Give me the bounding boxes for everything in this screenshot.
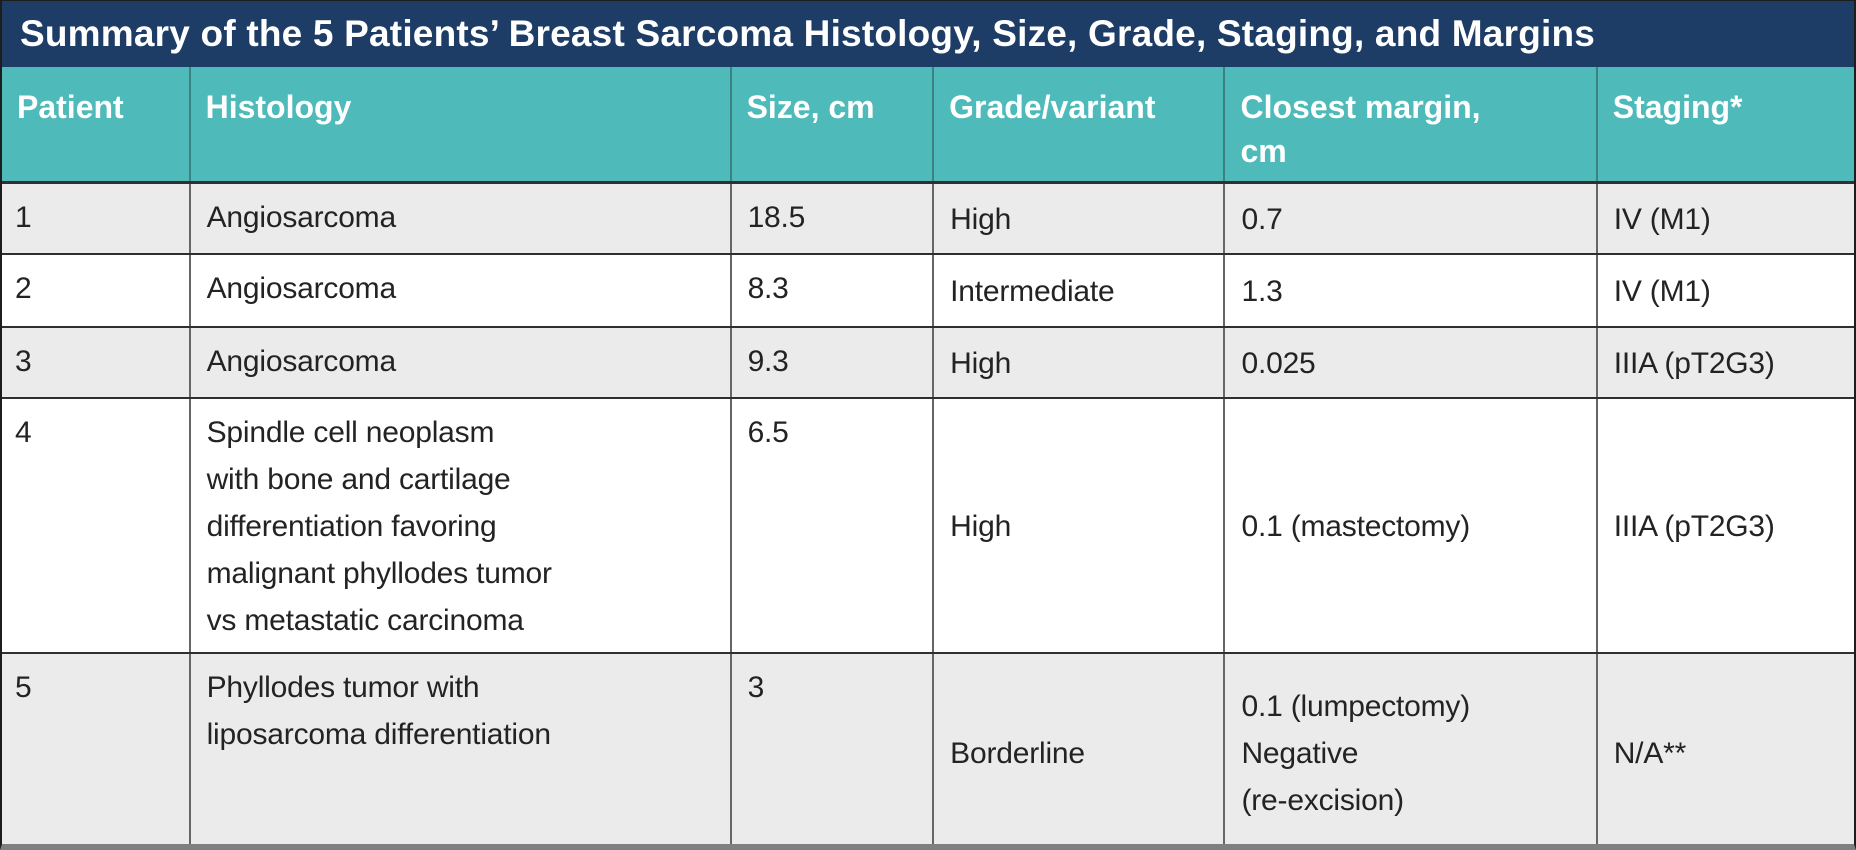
grade-cell: Intermediate bbox=[932, 253, 1225, 328]
margin-cell: 0.1 (lumpectomy) Negative (re-excision) bbox=[1223, 652, 1597, 844]
patient-cell: 4 bbox=[2, 397, 190, 654]
size-cell: 8.3 bbox=[729, 253, 934, 328]
staging-cell: IIIA (pT2G3) bbox=[1595, 326, 1854, 399]
staging-cell: IIIA (pT2G3) bbox=[1595, 397, 1854, 654]
data-table: Patient Histology Size, cm Grade/variant… bbox=[2, 67, 1854, 844]
patient-cell: 1 bbox=[2, 182, 190, 255]
histology-cell: Spindle cell neoplasm with bone and cart… bbox=[188, 397, 731, 654]
table-title: Summary of the 5 Patients’ Breast Sarcom… bbox=[2, 1, 1854, 67]
table-row-3: 3 Angiosarcoma 9.3 High 0.025 IIIA (pT2G… bbox=[2, 326, 1854, 399]
margin-cell: 0.025 bbox=[1223, 326, 1597, 399]
column-header-size: Size, cm bbox=[729, 67, 934, 184]
patient-cell: 2 bbox=[2, 253, 190, 328]
margin-cell: 0.7 bbox=[1223, 182, 1597, 255]
column-header-margin: Closest margin, cm bbox=[1223, 67, 1597, 184]
size-cell: 9.3 bbox=[729, 326, 934, 399]
patient-cell: 5 bbox=[2, 652, 190, 844]
histology-cell: Angiosarcoma bbox=[188, 326, 731, 399]
column-header-histology: Histology bbox=[188, 67, 731, 184]
size-cell: 3 bbox=[729, 652, 934, 844]
staging-cell: IV (M1) bbox=[1595, 182, 1854, 255]
header-row: Patient Histology Size, cm Grade/variant… bbox=[2, 67, 1854, 184]
grade-cell: High bbox=[932, 326, 1225, 399]
histology-cell: Angiosarcoma bbox=[188, 182, 731, 255]
staging-cell: N/A** bbox=[1595, 652, 1854, 844]
size-cell: 6.5 bbox=[729, 397, 934, 654]
column-header-patient: Patient bbox=[2, 67, 190, 184]
grade-cell: High bbox=[932, 397, 1225, 654]
table-row-5: 5 Phyllodes tumor with liposarcoma diffe… bbox=[2, 652, 1854, 844]
margin-cell: 0.1 (mastectomy) bbox=[1223, 397, 1597, 654]
column-header-grade: Grade/variant bbox=[932, 67, 1225, 184]
column-header-staging: Staging* bbox=[1595, 67, 1854, 184]
histology-cell: Phyllodes tumor with liposarcoma differe… bbox=[188, 652, 731, 844]
grade-cell: High bbox=[932, 182, 1225, 255]
table-row-2: 2 Angiosarcoma 8.3 Intermediate 1.3 IV (… bbox=[2, 253, 1854, 328]
grade-cell: Borderline bbox=[932, 652, 1225, 844]
histology-cell: Angiosarcoma bbox=[188, 253, 731, 328]
table-row-4: 4 Spindle cell neoplasm with bone and ca… bbox=[2, 397, 1854, 654]
staging-cell: IV (M1) bbox=[1595, 253, 1854, 328]
patient-cell: 3 bbox=[2, 326, 190, 399]
table-row-1: 1 Angiosarcoma 18.5 High 0.7 IV (M1) bbox=[2, 182, 1854, 255]
size-cell: 18.5 bbox=[729, 182, 934, 255]
margin-cell: 1.3 bbox=[1223, 253, 1597, 328]
